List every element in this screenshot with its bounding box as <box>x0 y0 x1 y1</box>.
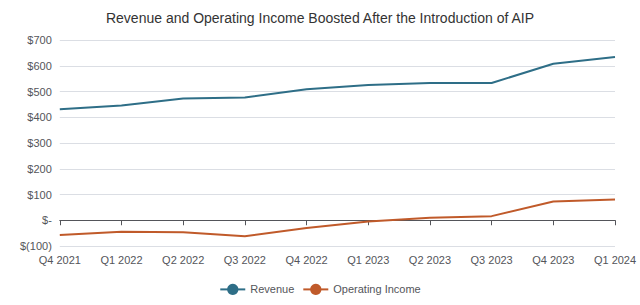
svg-text:Operating Income: Operating Income <box>333 283 420 295</box>
svg-text:$600: $600 <box>27 60 51 72</box>
svg-text:$300: $300 <box>27 137 51 149</box>
svg-text:Q4 2022: Q4 2022 <box>285 254 327 266</box>
svg-text:Q3 2023: Q3 2023 <box>471 254 513 266</box>
svg-text:Q2 2022: Q2 2022 <box>162 254 204 266</box>
svg-text:Q1 2023: Q1 2023 <box>347 254 389 266</box>
svg-text:Q1 2024: Q1 2024 <box>594 254 636 266</box>
svg-text:$200: $200 <box>27 163 51 175</box>
svg-text:$-: $- <box>42 214 52 226</box>
svg-text:Revenue: Revenue <box>250 283 294 295</box>
svg-text:Q3 2022: Q3 2022 <box>224 254 266 266</box>
svg-text:Revenue and Operating Income B: Revenue and Operating Income Boosted Aft… <box>106 10 534 26</box>
svg-text:$500: $500 <box>27 86 51 98</box>
svg-text:Q1 2022: Q1 2022 <box>100 254 142 266</box>
svg-text:$400: $400 <box>27 111 51 123</box>
svg-text:$(100): $(100) <box>20 240 52 252</box>
svg-text:Q4 2023: Q4 2023 <box>532 254 574 266</box>
svg-text:Q4 2021: Q4 2021 <box>39 254 81 266</box>
svg-text:$700: $700 <box>27 34 51 46</box>
svg-text:$100: $100 <box>27 189 51 201</box>
svg-text:Q2 2023: Q2 2023 <box>409 254 451 266</box>
